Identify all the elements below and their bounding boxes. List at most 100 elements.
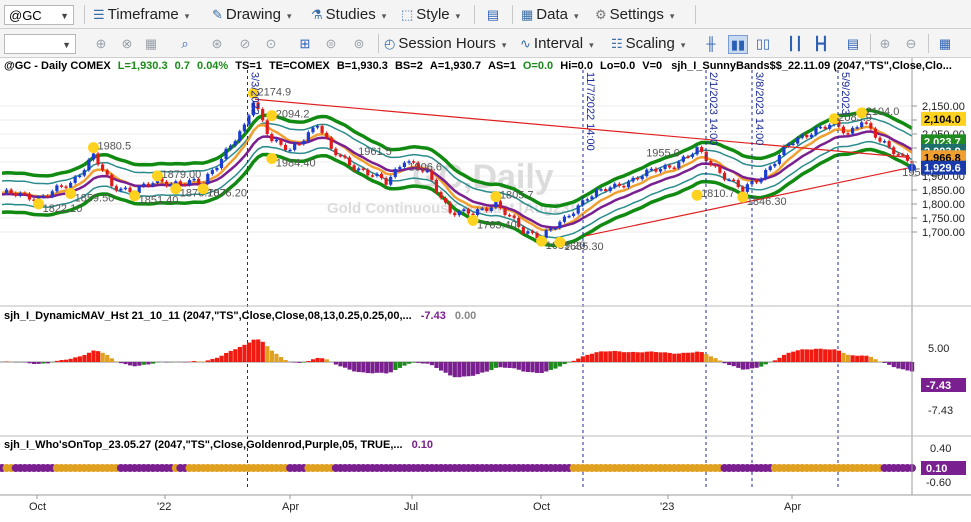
trend-lines[interactable] <box>254 98 911 237</box>
table-icon[interactable]: ▦ <box>938 36 952 51</box>
histogram-bar <box>338 362 343 367</box>
pivot-dot <box>248 87 260 99</box>
price-tag-bg <box>921 111 966 126</box>
histogram-bar <box>736 362 741 368</box>
timeframe-menu[interactable]: ☰ Timeframe ▾ <box>93 4 189 25</box>
histogram-bar <box>562 362 567 365</box>
settings-menu[interactable]: ⚙ Settings ▾ <box>595 4 674 25</box>
zoom-icon[interactable]: ⌕ <box>181 36 189 51</box>
gear-icon: ⚙ <box>595 7 607 22</box>
interval-label: Interval <box>533 35 584 52</box>
candle-body <box>562 216 567 222</box>
interval-combo[interactable]: ▼ <box>4 34 76 54</box>
chart-status-line: @GC - Daily COMEX L=1,930.3 0.7 0.04% TS… <box>4 60 952 72</box>
data-menu[interactable]: ▦ Data ▾ <box>521 4 579 25</box>
histogram-bar <box>356 362 361 373</box>
studies-menu[interactable]: ⚗ Studies ▾ <box>311 4 386 25</box>
chevron-down-icon[interactable]: ▼ <box>60 11 69 21</box>
histogram-bar <box>727 362 732 366</box>
candle-body <box>311 127 315 133</box>
chevron-down-icon[interactable]: ▼ <box>62 40 71 50</box>
pivot-label: 1805.7 <box>500 190 534 202</box>
style-menu[interactable]: ⬚ Style ▾ <box>401 4 460 25</box>
chart-canvas[interactable]: GC,Daily Gold Continuous Contract [Aug23… <box>0 58 971 522</box>
histogram-bar <box>882 362 887 363</box>
symbol-combo[interactable]: @GC ▼ <box>4 5 74 25</box>
histogram-bar <box>246 342 252 362</box>
candle-body <box>192 178 196 181</box>
volume-bars-icon[interactable]: ┃┃ <box>787 36 803 51</box>
histogram-bar <box>96 351 101 362</box>
histogram-bar <box>763 362 768 365</box>
candle-body <box>791 143 795 146</box>
candle-body <box>137 186 141 193</box>
vline-label: 3/3/2022 <box>249 72 261 115</box>
link-icon[interactable]: ⊘ <box>239 36 251 51</box>
histogram-bar <box>365 362 371 374</box>
vertical-lines[interactable]: 3/3/2022 11/7/2022 14:00 2/1/2023 14:00 3/8… <box>247 70 851 490</box>
candle-body <box>169 183 173 187</box>
chevron-down-icon: ▾ <box>589 40 594 50</box>
candle-body <box>23 192 27 195</box>
histogram-bar <box>850 355 855 362</box>
candle-body <box>87 159 91 171</box>
bar-chart-icon[interactable]: ╫ <box>706 36 716 51</box>
interval-menu[interactable]: ∿ Interval ▾ <box>520 33 594 54</box>
drawing-menu[interactable]: ✎ Drawing ▾ <box>212 4 291 25</box>
histogram-bar <box>507 362 512 368</box>
candle-body <box>197 178 201 184</box>
scaling-menu[interactable]: ☷ Scaling ▾ <box>611 33 685 54</box>
candle-body <box>430 170 434 180</box>
grid-icon[interactable]: ▦ <box>144 36 158 51</box>
ohlc-icon[interactable]: ┣┫ <box>813 36 829 51</box>
session-hours-menu[interactable]: ◴ Session Hours ▾ <box>384 33 506 54</box>
pivot-label: 1851.40 <box>139 195 179 207</box>
candle-body <box>4 189 9 193</box>
candle-body <box>494 201 498 208</box>
price-tick-label: 1,750.00 <box>922 213 965 225</box>
candle-body <box>320 126 324 133</box>
candle-body <box>347 157 352 166</box>
candle-body <box>489 207 493 212</box>
candle-body <box>439 192 443 199</box>
crosshair-icon[interactable]: ⊕ <box>95 36 107 51</box>
hollow-candle-icon[interactable]: ▯▯ <box>755 36 771 51</box>
candlestick-icon[interactable]: ▮▮ <box>728 35 748 54</box>
candle-body <box>727 179 731 182</box>
cursor-icon[interactable]: ⊛ <box>211 36 223 51</box>
history-icon[interactable]: ⊜ <box>325 36 337 51</box>
candle-body <box>215 167 219 171</box>
lock-icon[interactable]: ⊙ <box>265 36 277 51</box>
sub2-tick-label: 0.40 <box>930 443 951 455</box>
candle-body <box>343 155 347 158</box>
histogram-bar <box>41 362 46 364</box>
layout-icon[interactable]: ▤ <box>486 7 500 22</box>
pivot-dot <box>554 236 566 248</box>
histogram-bar <box>690 352 695 362</box>
histogram-bar <box>196 361 201 362</box>
histogram-bar <box>283 360 288 362</box>
histogram-bar <box>708 356 713 362</box>
chart-data-icon[interactable]: ⊞ <box>299 36 311 51</box>
sub2-tag: 0.10 <box>926 463 947 475</box>
candle-body <box>690 154 695 157</box>
zoom-in-icon[interactable]: ⊕ <box>879 36 891 51</box>
candle-body <box>475 209 480 215</box>
candle-body <box>379 173 384 179</box>
te-value: TE=COMEX <box>268 60 330 72</box>
style-icon: ⬚ <box>401 7 414 22</box>
histogram-bar <box>132 362 137 367</box>
layout-icon[interactable]: ▤ <box>846 36 860 51</box>
candle-body <box>402 162 407 167</box>
alert-icon[interactable]: ⊚ <box>353 36 365 51</box>
zoom-out-icon[interactable]: ⊖ <box>905 36 917 51</box>
candle-body <box>892 147 896 155</box>
candle-body <box>594 189 599 197</box>
candle-body <box>507 214 512 217</box>
histogram-bar <box>493 362 499 368</box>
candle-body <box>101 164 105 171</box>
histogram-bar <box>260 341 265 362</box>
pivot-label: 1906.6 <box>408 161 442 173</box>
magnet-icon[interactable]: ⊗ <box>121 36 133 51</box>
candle-body <box>599 189 603 191</box>
